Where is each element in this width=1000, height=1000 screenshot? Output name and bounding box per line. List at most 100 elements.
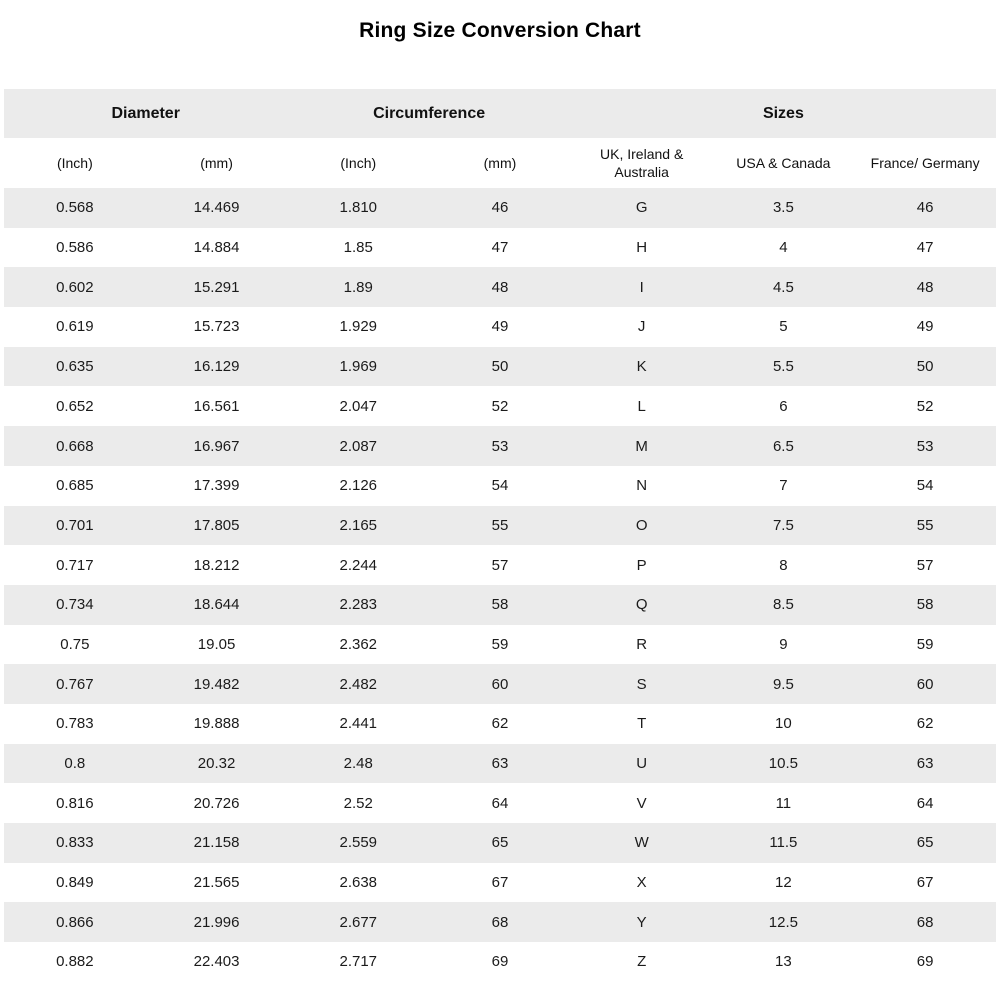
table-cell: 2.677 <box>339 913 378 931</box>
table-cell: I <box>639 278 644 296</box>
table-row: 0.635 16.129 1.969 50 K 5.5 50 <box>4 346 996 387</box>
table-cell: Y <box>636 913 647 931</box>
table-cell: X <box>636 874 647 892</box>
table-column-header-row: (Inch) (mm) (Inch) (mm) UK, Ireland & Au… <box>4 138 996 189</box>
table-cell: 54 <box>916 477 934 495</box>
table-cell: 11.5 <box>769 834 798 852</box>
table-cell: 2.283 <box>339 596 378 614</box>
table-cell: 20.726 <box>193 794 240 812</box>
table-cell: 67 <box>916 874 934 892</box>
column-header-circumference-inch: (Inch) <box>287 138 430 189</box>
table-cell: 0.652 <box>56 397 94 415</box>
table-cell: 19.05 <box>197 635 236 653</box>
table-cell: 16.967 <box>193 437 240 455</box>
table-cell: Z <box>637 953 647 971</box>
column-header-circumference-mm: (mm) <box>429 138 571 189</box>
table-cell: K <box>636 358 647 376</box>
table-row: 0.8 20.32 2.48 63 U 10.5 63 <box>4 743 996 784</box>
table-row: 0.717 18.212 2.244 57 P 8 57 <box>4 545 996 585</box>
table-cell: 15.723 <box>193 318 240 336</box>
table-header: Diameter Circumference Sizes (Inch) (mm)… <box>4 89 996 189</box>
table-cell: 8.5 <box>772 596 794 614</box>
table-cell: 12.5 <box>768 913 798 931</box>
table-cell: 50 <box>916 358 934 376</box>
table-cell: 21.158 <box>193 834 240 852</box>
table-cell: 21.996 <box>193 913 240 931</box>
table-cell: R <box>636 635 648 653</box>
table-row: 0.75 19.05 2.362 59 R 9 59 <box>4 624 996 665</box>
table-cell: 19.482 <box>193 675 240 693</box>
table-cell: S <box>636 675 647 693</box>
table-cell: 10.5 <box>768 755 798 773</box>
table-cell: 1.929 <box>339 318 378 336</box>
table-cell: 58 <box>916 596 934 614</box>
column-header-diameter-inch: (Inch) <box>4 138 146 189</box>
table-row: 0.701 17.805 2.165 55 O 7.5 55 <box>4 505 996 546</box>
table-cell: 62 <box>916 715 934 733</box>
table-cell: 9 <box>779 635 788 653</box>
table-cell: 15.291 <box>193 278 240 296</box>
table-cell: 2.482 <box>339 675 378 693</box>
table-cell: 0.833 <box>56 834 94 852</box>
table-cell: 53 <box>916 437 934 455</box>
table-cell: 5 <box>779 318 788 336</box>
table-cell: 47 <box>916 239 934 257</box>
column-header-usa-canada: USA & Canada <box>712 138 855 189</box>
table-cell: 0.8 <box>64 755 86 773</box>
table-cell: 0.734 <box>56 596 94 614</box>
table-body: 0.568 14.469 1.810 46 G 3.5 46 0.586 14.884 1.85 4… <box>4 188 996 982</box>
table-cell: 62 <box>491 715 509 733</box>
table-cell: 18.644 <box>193 596 240 614</box>
table-cell: P <box>636 556 647 574</box>
table-cell: 17.805 <box>193 516 240 534</box>
group-header-sizes: Sizes <box>570 89 996 139</box>
group-header-diameter: Diameter <box>4 89 288 139</box>
table-cell: 0.635 <box>56 358 94 376</box>
table-cell: 1.969 <box>339 358 378 376</box>
table-cell: 2.165 <box>339 516 378 534</box>
table-cell: 52 <box>916 397 934 415</box>
table-cell: 57 <box>916 556 934 574</box>
group-header-circumference: Circumference <box>287 89 571 139</box>
table-cell: 16.129 <box>193 358 240 376</box>
table-row: 0.816 20.726 2.52 64 V 11 64 <box>4 783 996 824</box>
table-row: 0.849 21.565 2.638 67 X 12 67 <box>4 862 996 903</box>
table-cell: 14.884 <box>193 239 240 257</box>
table-cell: 53 <box>491 437 509 455</box>
table-cell: 2.087 <box>339 437 378 455</box>
table-cell: 0.75 <box>60 635 90 653</box>
table-cell: 2.047 <box>339 397 378 415</box>
table-cell: 68 <box>491 913 509 931</box>
table-cell: G <box>635 199 648 217</box>
table-cell: 9.5 <box>772 675 794 693</box>
table-cell: H <box>636 239 648 257</box>
table-row: 0.833 21.158 2.559 65 W 11.5 65 <box>4 823 996 863</box>
table-cell: 1.85 <box>343 239 373 257</box>
table-cell: 0.668 <box>56 437 94 455</box>
table-cell: 2.362 <box>339 635 378 653</box>
table-row: 0.767 19.482 2.482 60 S 9.5 60 <box>4 664 996 704</box>
table-cell: 48 <box>916 278 934 296</box>
table-cell: 12 <box>775 874 792 892</box>
table-cell: 18.212 <box>193 556 240 574</box>
table-cell: 0.586 <box>56 239 94 257</box>
table-cell: 55 <box>491 516 509 534</box>
table-cell: 2.717 <box>339 953 378 971</box>
table-cell: J <box>637 318 646 336</box>
column-header-france-germany: France/ Germany <box>854 138 996 189</box>
table-cell: 2.126 <box>339 477 378 495</box>
table-cell: 64 <box>491 794 509 812</box>
table-row: 0.602 15.291 1.89 48 I 4.5 48 <box>4 267 996 308</box>
table-cell: M <box>635 437 648 455</box>
table-cell: 60 <box>916 675 934 693</box>
table-row: 0.652 16.561 2.047 52 L 6 52 <box>4 386 996 427</box>
table-cell: 19.888 <box>193 715 240 733</box>
table-cell: 48 <box>491 278 509 296</box>
table-cell: 10 <box>775 715 792 733</box>
table-cell: Q <box>635 596 648 614</box>
table-row: 0.586 14.884 1.85 47 H 4 47 <box>4 227 996 268</box>
table-cell: 5.5 <box>772 358 794 376</box>
table-cell: W <box>634 834 649 852</box>
table-cell: 7 <box>779 477 788 495</box>
column-header-diameter-mm: (mm) <box>145 138 288 189</box>
